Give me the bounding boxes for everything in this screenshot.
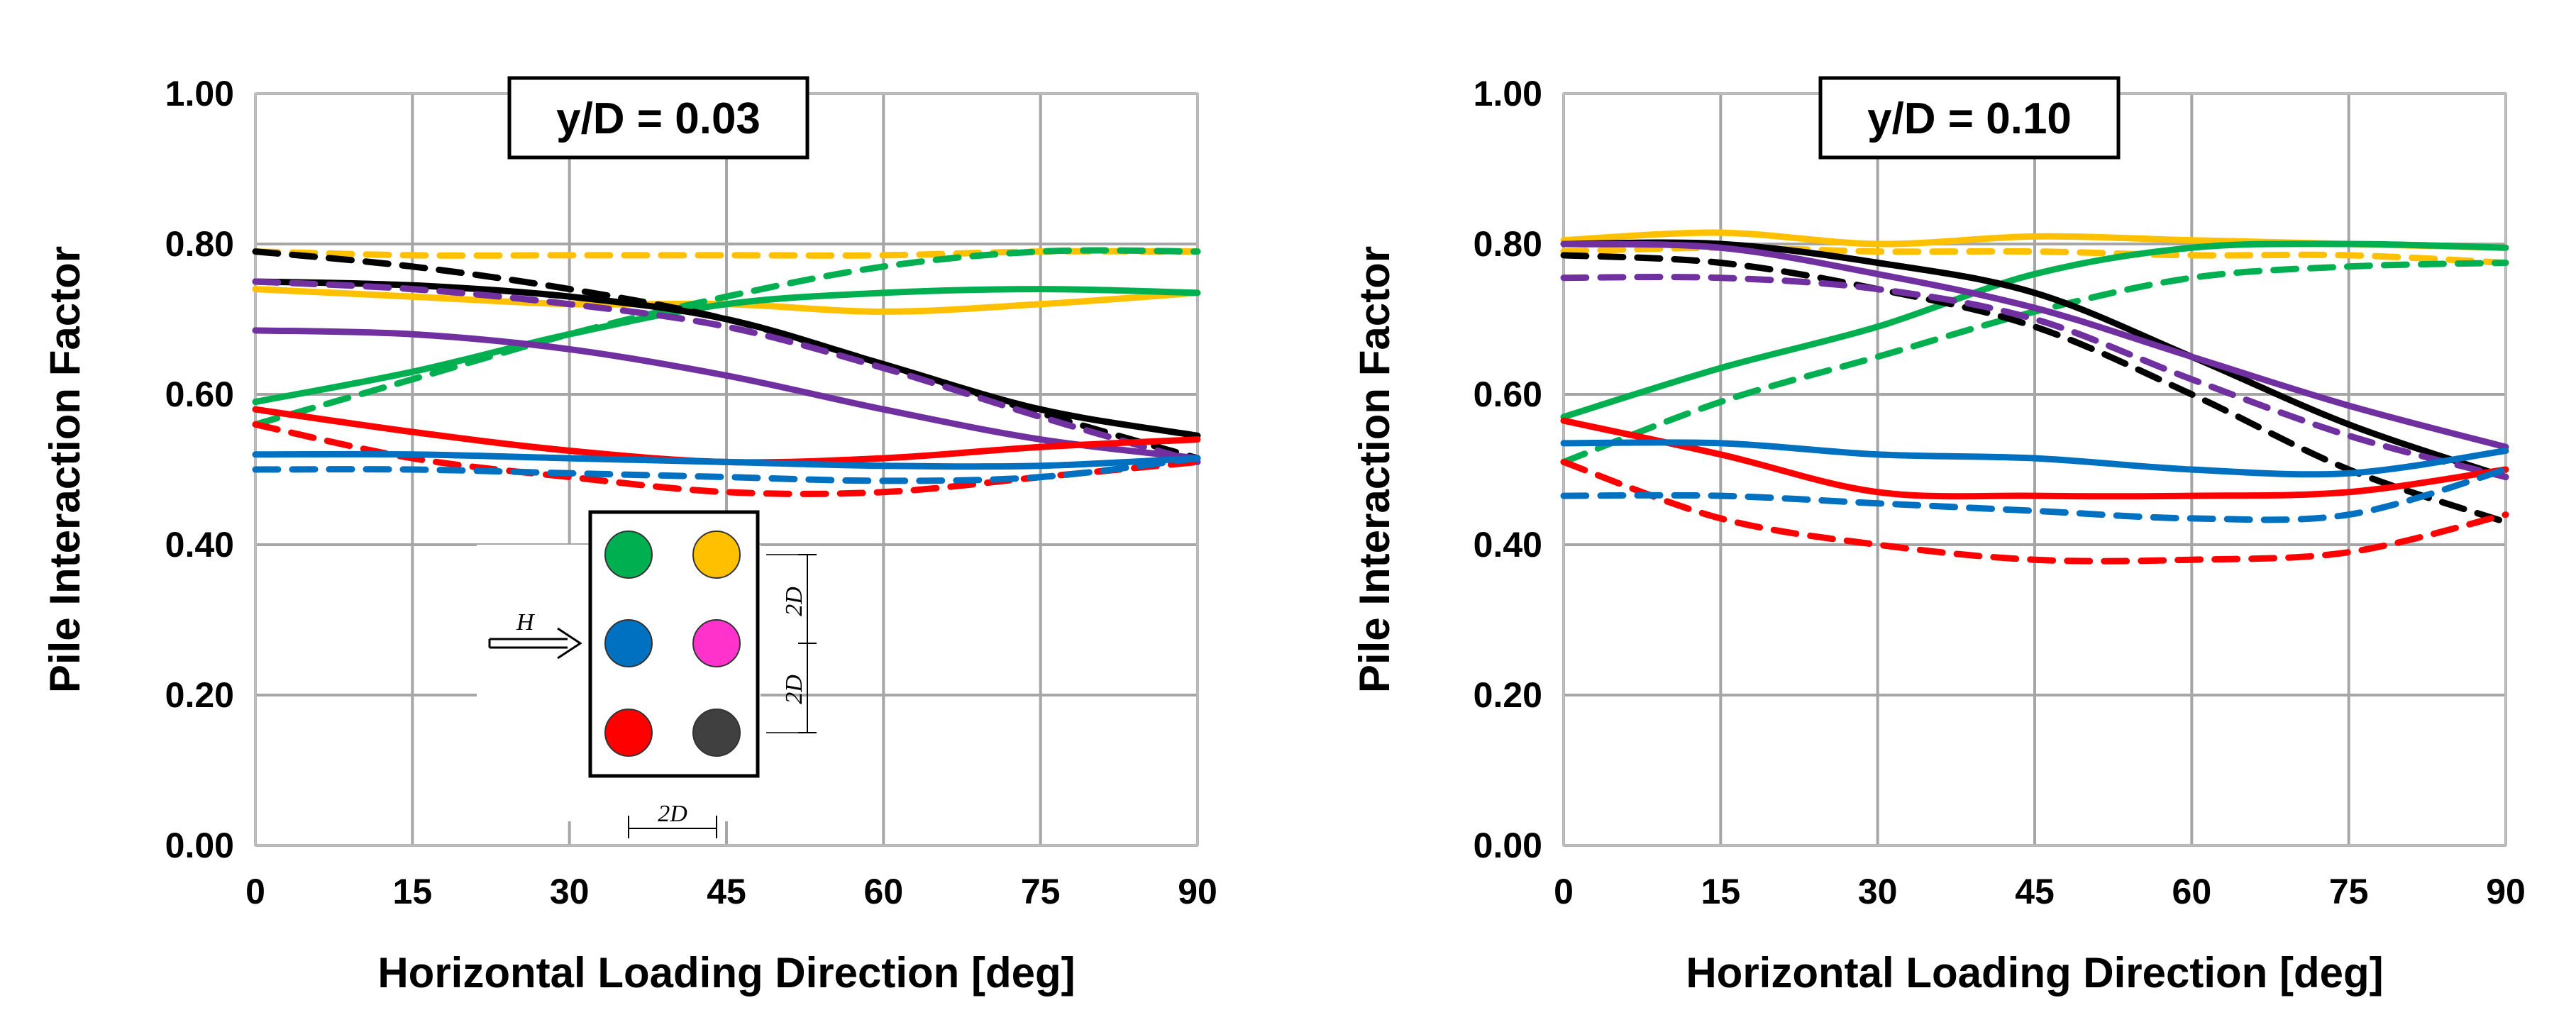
pile-middle-left <box>604 619 653 667</box>
x-tick-label: 15 <box>393 872 433 911</box>
chart-left-y-ticks: 0.00 0.20 0.40 0.60 0.80 1.00 <box>165 74 234 865</box>
y-tick-label: 0.20 <box>165 675 234 715</box>
series-line-red-dashed <box>1560 458 2509 565</box>
x-tick-label: 45 <box>707 872 746 911</box>
chart-left-x-ticks: 0 15 30 45 60 75 90 <box>245 872 1217 911</box>
series-line-green <box>1560 240 2509 421</box>
spacing-label-lower: 2D <box>781 675 807 704</box>
chart-left-series <box>252 247 1201 497</box>
spacing-label-upper: 2D <box>781 587 807 616</box>
chart-right-series <box>1560 229 2509 565</box>
series-line-purple <box>1560 240 2509 450</box>
y-tick-label: 0.00 <box>165 826 234 865</box>
chart-left-title: y/D = 0.03 <box>556 94 761 143</box>
pile-group-inset: H 2D 2D 2D <box>477 510 817 838</box>
x-tick-label: 60 <box>864 872 904 911</box>
series-line-red <box>1560 417 2509 500</box>
x-tick-label: 0 <box>1554 872 1574 911</box>
y-tick-label: 1.00 <box>165 74 234 113</box>
series-line-black-dashed <box>1560 252 2509 526</box>
x-tick-label: 75 <box>1021 872 1061 911</box>
chart-left-title-box <box>507 76 809 160</box>
y-tick-label: 0.00 <box>1474 826 1542 865</box>
spacing-dimension-vertical <box>766 554 817 733</box>
chart-right-x-axis-label: Horizontal Loading Direction [deg] <box>1686 949 2383 997</box>
chart-left: 0.00 0.20 0.40 0.60 0.80 1.00 0 15 30 45 60 75 90 H <box>41 74 1217 997</box>
chart-right-x-ticks: 0 15 30 45 60 75 90 <box>1554 872 2526 911</box>
pile-front-left <box>604 531 653 579</box>
chart-right-y-axis-label: Pile Interaction Factor <box>1351 246 1398 693</box>
y-tick-label: 0.60 <box>1474 374 1542 414</box>
series-line-purple <box>252 327 1201 462</box>
chart-right-y-ticks: 0.00 0.20 0.40 0.60 0.80 1.00 <box>1474 74 1542 865</box>
x-tick-label: 90 <box>2486 872 2526 911</box>
pile-middle-right <box>692 619 741 667</box>
series-line-black <box>1560 239 2509 481</box>
x-tick-label: 15 <box>1701 872 1741 911</box>
chart-left-y-axis-label: Pile Interaction Factor <box>41 246 89 693</box>
y-tick-label: 1.00 <box>1474 74 1542 113</box>
series-line-blue-dashed <box>252 455 1201 484</box>
series-line-black-dashed <box>252 248 1201 462</box>
spacing-dimension-horizontal <box>628 816 717 838</box>
series-line-purple-dashed <box>1560 274 2509 481</box>
x-tick-label: 30 <box>1858 872 1898 911</box>
series-line-purple-dashed <box>252 278 1201 465</box>
pile-rear-right <box>692 709 741 757</box>
x-tick-label: 75 <box>2329 872 2369 911</box>
x-tick-label: 30 <box>550 872 590 911</box>
x-tick-label: 45 <box>2015 872 2055 911</box>
y-tick-label: 0.20 <box>1474 675 1542 715</box>
y-tick-label: 0.40 <box>1474 525 1542 565</box>
series-line-green <box>252 286 1201 406</box>
y-tick-label: 0.80 <box>165 224 234 264</box>
y-tick-label: 0.40 <box>165 525 234 565</box>
y-tick-label: 0.80 <box>1474 224 1542 264</box>
chart-right-title-box <box>1818 76 2121 160</box>
pile-front-right <box>692 531 741 579</box>
chart-right-title: y/D = 0.10 <box>1867 94 2072 143</box>
series-line-blue <box>1560 439 2509 478</box>
x-tick-label: 90 <box>1178 872 1217 911</box>
load-label: H <box>516 609 536 635</box>
series-line-green-dashed <box>252 247 1201 428</box>
series-line-green-dashed <box>1560 260 2509 465</box>
x-tick-label: 60 <box>2172 872 2212 911</box>
chart-right: 0.00 0.20 0.40 0.60 0.80 1.00 0 15 30 45 60 75 90 y… <box>1351 74 2526 997</box>
x-tick-label: 0 <box>245 872 265 911</box>
series-line-blue-dashed <box>1560 466 2509 523</box>
spacing-label-horizontal: 2D <box>658 801 687 827</box>
pile-rear-left <box>604 709 653 757</box>
load-arrow-icon <box>488 627 582 660</box>
y-tick-label: 0.60 <box>165 374 234 414</box>
series-line-orange-dashed <box>252 248 1201 259</box>
chart-left-x-axis-label: Horizontal Loading Direction [deg] <box>377 949 1075 997</box>
series-line-blue <box>252 450 1201 470</box>
